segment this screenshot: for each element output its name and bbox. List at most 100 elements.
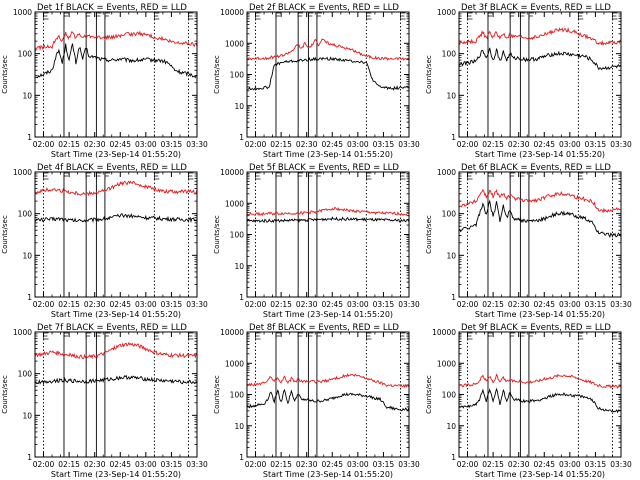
events-series-line	[246, 56, 410, 91]
x-tick-label: 02:15	[58, 460, 80, 469]
corner-marker	[275, 172, 281, 179]
y-tick-label: 1	[451, 453, 456, 462]
corner-marker	[96, 12, 102, 19]
corner-marker	[578, 12, 584, 20]
corner-marker	[188, 172, 194, 180]
corner-marker	[308, 172, 314, 179]
y-tick-label: 1000	[225, 199, 244, 208]
y-tick-label: 100	[442, 391, 457, 400]
y-tick-label: 100	[442, 210, 457, 219]
y-tick-label: 100	[230, 71, 245, 80]
corner-marker	[255, 12, 261, 20]
plot-frame	[34, 171, 198, 298]
corner-marker	[509, 172, 516, 179]
x-tick-label: 03:15	[373, 300, 395, 309]
y-tick-label: 10000	[220, 328, 244, 337]
x-tick-label: 03:30	[186, 460, 208, 469]
corner-marker	[520, 332, 526, 339]
y-tick-label: 1000	[437, 168, 456, 177]
x-tick-label: 02:30	[296, 140, 318, 149]
x-tick-label: 02:45	[321, 300, 343, 309]
x-tick-label: 03:00	[347, 300, 369, 309]
corner-marker	[43, 332, 49, 340]
chart-panel-4: Det 4f BLACK = Events, RED = LLD Counts/s…	[1, 163, 208, 319]
corner-marker	[96, 172, 102, 179]
events-series-line	[458, 199, 622, 238]
x-axis-label: Start Time (23-Sep-14 01:55:20)	[263, 150, 393, 159]
events-series-line	[246, 216, 410, 224]
y-tick-label: 100	[18, 50, 33, 59]
x-tick-label: 03:00	[135, 140, 157, 149]
y-axis-label: Counts/sec	[425, 55, 433, 94]
corner-marker	[487, 332, 493, 339]
x-tick-label: 02:45	[321, 140, 343, 149]
x-tick-label: 03:30	[186, 140, 208, 149]
y-tick-label: 10	[22, 411, 32, 420]
plot-frame	[246, 331, 410, 458]
corner-marker	[43, 172, 49, 180]
x-axis-label: Start Time (23-Sep-14 01:55:20)	[475, 310, 605, 319]
lld-series-line	[34, 30, 198, 52]
x-tick-label: 02:30	[508, 300, 530, 309]
corner-marker	[154, 12, 160, 20]
x-axis-label: Start Time (23-Sep-14 01:55:20)	[51, 470, 181, 479]
corner-marker	[520, 172, 526, 179]
x-tick-label: 02:30	[508, 140, 530, 149]
chart-title: Det 3f BLACK = Events, RED = LLD	[461, 3, 611, 13]
x-tick-label: 02:00	[245, 300, 267, 309]
x-tick-label: 02:15	[482, 140, 504, 149]
y-tick-label: 10	[446, 251, 456, 260]
corner-marker	[612, 332, 618, 340]
y-tick-label: 10	[22, 91, 32, 100]
corner-marker	[316, 332, 322, 339]
corner-marker	[85, 332, 92, 339]
chart-panel-3: Det 3f BLACK = Events, RED = LLD Counts/s…	[425, 3, 632, 159]
corner-marker	[255, 172, 261, 180]
events-series-line	[458, 387, 622, 414]
x-tick-label: 02:15	[482, 460, 504, 469]
x-tick-label: 03:30	[610, 460, 632, 469]
corner-marker	[104, 172, 110, 179]
x-tick-label: 03:30	[398, 140, 420, 149]
x-tick-label: 03:00	[559, 460, 581, 469]
y-tick-label: 1000	[13, 328, 32, 337]
lld-series-line	[34, 341, 197, 360]
x-tick-label: 02:00	[457, 460, 479, 469]
corner-marker	[188, 12, 194, 20]
plot-frame	[246, 11, 410, 138]
x-tick-label: 03:30	[398, 460, 420, 469]
x-tick-label: 02:00	[457, 300, 479, 309]
x-tick-label: 02:00	[33, 300, 55, 309]
chart-panel-7: Det 7f BLACK = Events, RED = LLD Counts/s…	[1, 323, 208, 479]
y-tick-label: 1	[239, 293, 244, 302]
y-tick-label: 100	[230, 391, 245, 400]
chart-panel-2: Det 2f BLACK = Events, RED = LLD Counts/s…	[213, 3, 420, 159]
x-tick-label: 02:45	[533, 460, 555, 469]
x-tick-label: 03:30	[398, 300, 420, 309]
corner-marker	[467, 12, 473, 20]
corner-marker	[400, 332, 406, 340]
plot-frame	[458, 171, 622, 298]
x-tick-label: 03:15	[373, 140, 395, 149]
x-axis-label: Start Time (23-Sep-14 01:55:20)	[475, 470, 605, 479]
x-tick-label: 03:00	[135, 300, 157, 309]
x-tick-label: 02:30	[508, 460, 530, 469]
lld-series-line	[34, 180, 198, 197]
x-tick-label: 02:45	[109, 460, 131, 469]
x-axis-label: Start Time (23-Sep-14 01:55:20)	[263, 470, 393, 479]
y-tick-label: 10	[234, 102, 244, 111]
x-tick-label: 03:15	[585, 140, 607, 149]
y-tick-label: 1	[27, 453, 32, 462]
corner-marker	[400, 172, 406, 180]
y-axis-label: Counts/sec	[425, 215, 433, 254]
events-series-line	[34, 374, 198, 386]
corner-marker	[467, 172, 473, 180]
x-tick-label: 02:00	[457, 140, 479, 149]
plot-frame	[34, 11, 198, 138]
y-tick-label: 1000	[225, 359, 244, 368]
corner-marker	[578, 332, 584, 340]
x-tick-label: 02:30	[84, 300, 106, 309]
y-tick-label: 1000	[437, 359, 456, 368]
events-series-line	[34, 43, 198, 79]
